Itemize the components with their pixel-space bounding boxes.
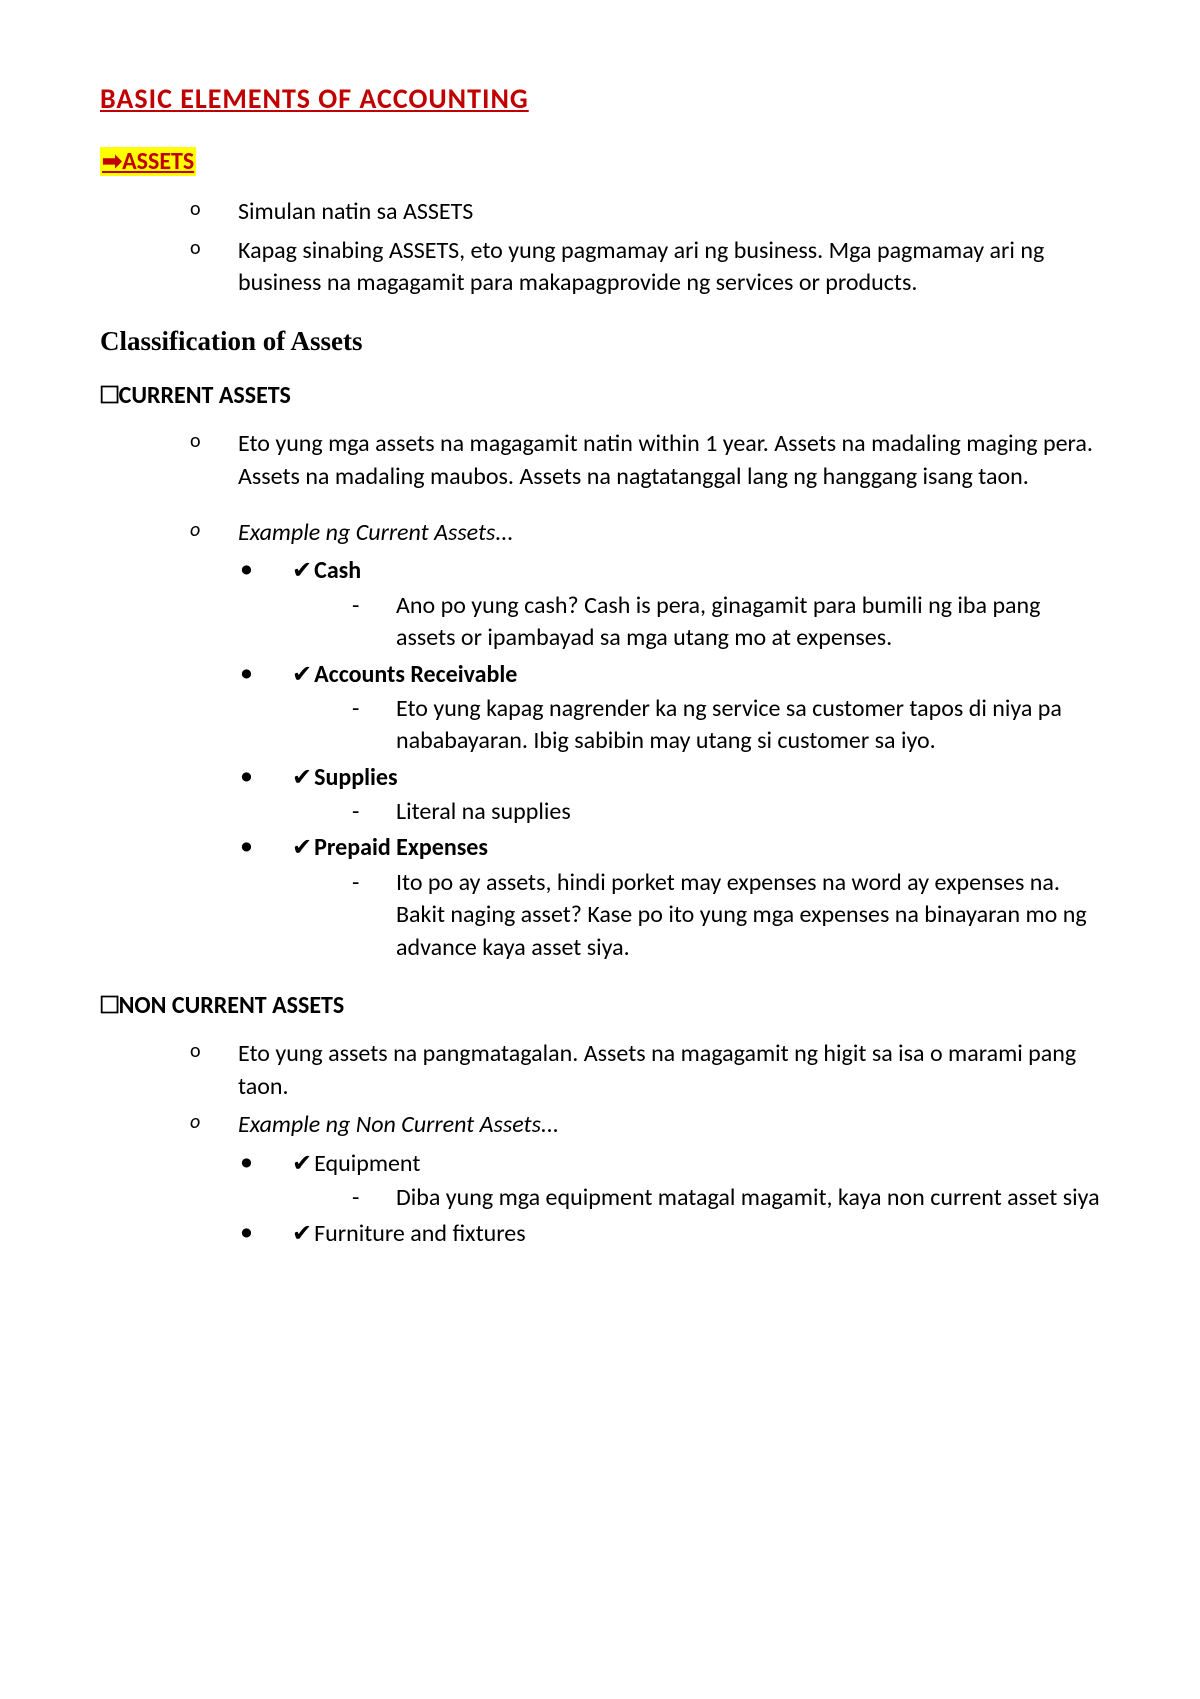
item-desc: Ano po yung cash? Cash is pera, ginagami… bbox=[352, 590, 1100, 655]
noncurrent-assets-items: ✔Equipment Diba yung mga equipment matag… bbox=[100, 1148, 1100, 1251]
item-desc-list: Literal na supplies bbox=[292, 796, 1100, 828]
list-item: Eto yung mga assets na magagamit natin w… bbox=[190, 428, 1100, 493]
box-icon: 🞎 bbox=[100, 380, 113, 412]
item-name: Prepaid Expenses bbox=[314, 833, 488, 862]
assets-intro-list: Simulan natin sa ASSETS Kapag sinabing A… bbox=[100, 196, 1100, 299]
check-icon: ✔ bbox=[292, 833, 312, 862]
list-item: ✔Equipment Diba yung mga equipment matag… bbox=[240, 1148, 1100, 1215]
item-desc-list: Eto yung kapag nagrender ka ng service s… bbox=[292, 693, 1100, 758]
item-name: Cash bbox=[314, 556, 361, 585]
item-desc-list: Ito po ay assets, hindi porket may expen… bbox=[292, 867, 1100, 964]
noncurrent-assets-list: Eto yung assets na pangmatagalan. Assets… bbox=[100, 1038, 1100, 1141]
page-title: BASIC ELEMENTS OF ACCOUNTING bbox=[100, 80, 1100, 118]
current-assets-example-line: Example ng Current Assets... bbox=[190, 517, 1100, 549]
check-icon: ✔ bbox=[292, 556, 312, 585]
item-desc: Literal na supplies bbox=[352, 796, 1100, 828]
item-desc: Ito po ay assets, hindi porket may expen… bbox=[352, 867, 1100, 964]
current-assets-items: ✔Cash Ano po yung cash? Cash is pera, gi… bbox=[100, 555, 1100, 964]
list-item: Simulan natin sa ASSETS bbox=[190, 196, 1100, 228]
document-page: BASIC ELEMENTS OF ACCOUNTING ➡ASSETS Sim… bbox=[0, 0, 1200, 1699]
item-desc-list: Diba yung mga equipment matagal magamit,… bbox=[292, 1182, 1100, 1214]
list-item: ✔Accounts Receivable Eto yung kapag nagr… bbox=[240, 659, 1100, 758]
section-assets-heading: ➡ASSETS bbox=[100, 147, 196, 176]
section-assets-heading-wrap: ➡ASSETS bbox=[100, 146, 1100, 178]
list-item: Eto yung assets na pangmatagalan. Assets… bbox=[190, 1038, 1100, 1103]
list-item: ✔Supplies Literal na supplies bbox=[240, 762, 1100, 829]
current-assets-heading: 🞎 CURRENT ASSETS bbox=[100, 380, 1100, 412]
check-icon: ✔ bbox=[292, 763, 312, 792]
classification-heading: Classification of Assets bbox=[100, 323, 1100, 359]
noncurrent-assets-heading-text: NON CURRENT ASSETS bbox=[119, 991, 345, 1020]
list-item: ✔Prepaid Expenses Ito po ay assets, hind… bbox=[240, 832, 1100, 964]
item-name: Accounts Receivable bbox=[314, 660, 517, 689]
list-item: ✔Cash Ano po yung cash? Cash is pera, gi… bbox=[240, 555, 1100, 654]
check-icon: ✔ bbox=[292, 1219, 312, 1248]
item-name: Supplies bbox=[314, 763, 397, 792]
item-name: Furniture and fixtures bbox=[314, 1219, 526, 1248]
item-name: Equipment bbox=[314, 1149, 420, 1178]
box-icon: 🞎 bbox=[100, 990, 113, 1022]
item-desc-list: Ano po yung cash? Cash is pera, ginagami… bbox=[292, 590, 1100, 655]
check-icon: ✔ bbox=[292, 660, 312, 689]
item-desc: Eto yung kapag nagrender ka ng service s… bbox=[352, 693, 1100, 758]
noncurrent-assets-heading: 🞎 NON CURRENT ASSETS bbox=[100, 990, 1100, 1022]
noncurrent-assets-example-line: Example ng Non Current Assets... bbox=[190, 1109, 1100, 1141]
item-desc: Diba yung mga equipment matagal magamit,… bbox=[352, 1182, 1100, 1214]
check-icon: ✔ bbox=[292, 1149, 312, 1178]
current-assets-desc-list: Eto yung mga assets na magagamit natin w… bbox=[100, 428, 1100, 493]
current-assets-example-wrap: Example ng Current Assets... bbox=[100, 517, 1100, 549]
list-item: Kapag sinabing ASSETS, eto yung pagmamay… bbox=[190, 235, 1100, 300]
list-item: ✔Furniture and fixtures bbox=[240, 1218, 1100, 1250]
current-assets-heading-text: CURRENT ASSETS bbox=[119, 381, 291, 410]
